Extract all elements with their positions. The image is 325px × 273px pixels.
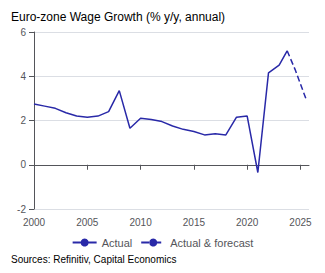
svg-text:2015: 2015 xyxy=(183,217,206,228)
svg-text:Actual & forecast: Actual & forecast xyxy=(170,237,253,249)
svg-text:2005: 2005 xyxy=(76,217,99,228)
svg-text:0: 0 xyxy=(20,159,26,170)
svg-text:2010: 2010 xyxy=(129,217,152,228)
svg-text:Euro-zone Wage Growth (% y/y,: Euro-zone Wage Growth (% y/y, annual) xyxy=(11,10,225,24)
svg-text:6: 6 xyxy=(20,27,26,38)
svg-text:2000: 2000 xyxy=(23,217,46,228)
svg-text:-2: -2 xyxy=(17,204,26,215)
svg-text:2020: 2020 xyxy=(236,217,259,228)
svg-text:2: 2 xyxy=(20,115,26,126)
svg-text:Sources: Refinitiv, Capital Ec: Sources: Refinitiv, Capital Economics xyxy=(11,254,176,265)
svg-text:4: 4 xyxy=(20,71,26,82)
svg-text:Actual: Actual xyxy=(102,237,133,249)
svg-text:2025: 2025 xyxy=(289,217,312,228)
